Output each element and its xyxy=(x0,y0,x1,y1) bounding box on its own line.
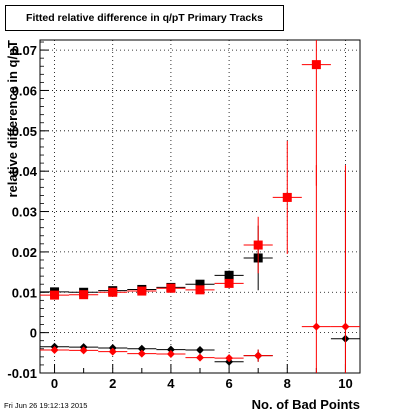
axis-ticks xyxy=(40,41,346,374)
y-tick-label: 0.04 xyxy=(12,164,38,179)
y-axis-label: relative difference in q/pT xyxy=(5,40,20,198)
x-tick-label: 6 xyxy=(225,376,232,391)
y-tick-label: 0.01 xyxy=(12,285,37,300)
data-point xyxy=(137,344,146,353)
data-point xyxy=(282,192,292,202)
plot-frame xyxy=(39,39,361,374)
x-tick-label: 4 xyxy=(167,376,175,391)
y-tick-label: 0.03 xyxy=(12,205,37,220)
data-point xyxy=(79,346,88,355)
data-point xyxy=(224,278,234,288)
y-tick-label: 0 xyxy=(30,326,37,341)
data-point xyxy=(196,353,204,362)
data-point xyxy=(137,286,147,296)
data-point xyxy=(108,287,118,297)
y-tick-label: 0.05 xyxy=(12,124,37,139)
data-point xyxy=(312,322,321,331)
data-point xyxy=(254,351,263,360)
x-tick-label: 2 xyxy=(109,376,116,391)
data-point xyxy=(50,345,59,354)
tick-labels: 0 2 4 6 8 10 -0.01 0 0.01 0.02 0.03 0.04 0.05 0.06 0.0… xyxy=(7,43,352,391)
series-2 xyxy=(40,173,360,373)
data-point xyxy=(224,270,234,280)
data-point xyxy=(225,354,234,363)
data-point xyxy=(166,345,175,354)
series-3 xyxy=(40,165,360,373)
y-tick-label: 0.07 xyxy=(12,43,37,58)
data-point xyxy=(341,322,350,331)
data-point xyxy=(79,290,89,300)
data-point xyxy=(166,283,176,293)
y-tick-label: -0.01 xyxy=(7,366,37,381)
x-tick-label: 8 xyxy=(284,376,291,391)
data-series xyxy=(40,40,360,373)
data-point xyxy=(195,285,205,295)
data-point xyxy=(50,290,60,300)
x-axis-label: No. of Bad Points xyxy=(252,397,360,412)
data-point xyxy=(311,60,321,70)
y-tick-label: 0.02 xyxy=(12,245,37,260)
data-point xyxy=(108,347,117,356)
grid xyxy=(40,40,360,374)
data-point xyxy=(137,349,146,358)
chart-title: Fitted relative difference in q/pT Prima… xyxy=(5,5,284,31)
x-tick-label: 0 xyxy=(51,376,58,391)
data-point xyxy=(195,279,205,289)
data-point xyxy=(166,350,175,359)
timestamp-footer: Fri Jun 26 19:12:13 2015 xyxy=(4,401,88,410)
series-0 xyxy=(40,225,273,297)
y-tick-label: 0.06 xyxy=(12,83,37,98)
series-1 xyxy=(40,40,331,300)
data-point xyxy=(253,240,263,250)
data-point xyxy=(196,345,204,354)
x-tick-label: 10 xyxy=(338,376,352,391)
